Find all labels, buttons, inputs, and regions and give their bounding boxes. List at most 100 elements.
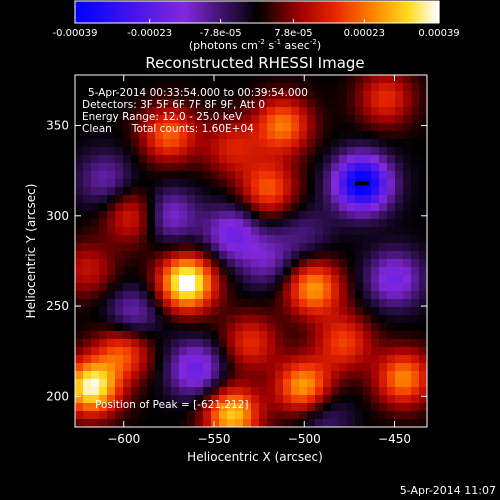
- heatmap-cell: [347, 283, 356, 292]
- heatmap-cell: [115, 123, 124, 132]
- heatmap-cell: [147, 331, 156, 340]
- heatmap-cell: [115, 243, 124, 252]
- colorbar-cell: [190, 1, 194, 23]
- colorbar-cell: [351, 1, 355, 23]
- heatmap-cell: [379, 235, 388, 244]
- heatmap-cell: [307, 147, 316, 156]
- heatmap-cell: [315, 243, 324, 252]
- colorbar-cell: [423, 1, 428, 23]
- heatmap-cell: [123, 147, 132, 156]
- heatmap-cell: [411, 235, 420, 244]
- heatmap-cell: [99, 187, 108, 196]
- heatmap-cell: [387, 83, 396, 92]
- heatmap-cell: [267, 323, 276, 332]
- heatmap-cell: [83, 235, 92, 244]
- heatmap-cell: [315, 171, 324, 180]
- heatmap-cell: [275, 307, 284, 316]
- heatmap-cell: [123, 83, 132, 92]
- heatmap-cell: [123, 283, 132, 292]
- heatmap-cell: [195, 203, 204, 212]
- heatmap-cell: [387, 123, 396, 132]
- colorbar-cell: [169, 1, 173, 23]
- heatmap-cell: [155, 419, 164, 428]
- heatmap-cell: [235, 171, 244, 180]
- heatmap-cell: [243, 91, 252, 100]
- heatmap-cell: [363, 107, 372, 116]
- heatmap-cell: [323, 115, 332, 124]
- heatmap-cell: [267, 387, 276, 396]
- heatmap-cell: [387, 155, 396, 164]
- colorbar-cell: [414, 1, 419, 23]
- heatmap-cell: [235, 267, 244, 276]
- heatmap-cell: [363, 259, 372, 268]
- heatmap-cell: [171, 267, 180, 276]
- heatmap-cell: [139, 363, 148, 372]
- heatmap-cell: [107, 203, 116, 212]
- heatmap-cell: [163, 179, 172, 188]
- heatmap-cell: [171, 291, 180, 300]
- heatmap-cell: [163, 267, 172, 276]
- heatmap-cell: [387, 163, 396, 172]
- heatmap-cell: [155, 211, 164, 220]
- heatmap-cell: [219, 243, 228, 252]
- heatmap-cell: [299, 219, 308, 228]
- heatmap-cell: [139, 259, 148, 268]
- heatmap-cell: [235, 347, 244, 356]
- heatmap-cell: [171, 163, 180, 172]
- heatmap-cell: [179, 267, 188, 276]
- heatmap-cell: [203, 347, 212, 356]
- heatmap-cell: [363, 347, 372, 356]
- heatmap-cell: [187, 347, 196, 356]
- heatmap-cell: [403, 355, 412, 364]
- heatmap-cell: [123, 259, 132, 268]
- heatmap-cell: [379, 347, 388, 356]
- heatmap-cell: [179, 323, 188, 332]
- heatmap-cell: [379, 211, 388, 220]
- heatmap-cell: [275, 323, 284, 332]
- heatmap-cell: [387, 147, 396, 156]
- heatmap-cell: [179, 171, 188, 180]
- heatmap-cell: [147, 355, 156, 364]
- heatmap-cell: [227, 83, 236, 92]
- heatmap-cell: [411, 211, 420, 220]
- heatmap-cell: [259, 299, 268, 308]
- heatmap-cell: [419, 187, 428, 196]
- heatmap-cell: [371, 115, 380, 124]
- heatmap-cell: [163, 291, 172, 300]
- heatmap-cell: [139, 211, 148, 220]
- heatmap-cell: [91, 299, 100, 308]
- heatmap-cell: [291, 259, 300, 268]
- heatmap-cell: [123, 371, 132, 380]
- colorbar-cell: [159, 1, 164, 23]
- heatmap-cell: [259, 235, 268, 244]
- heatmap-cell: [179, 115, 188, 124]
- heatmap-cell: [411, 171, 420, 180]
- heatmap-cell: [331, 331, 340, 340]
- heatmap-cell: [371, 243, 380, 252]
- heatmap-cell: [291, 139, 300, 148]
- heatmap-cell: [107, 379, 116, 388]
- heatmap-cell: [331, 363, 340, 372]
- minimum-marker: [355, 181, 370, 186]
- heatmap-cell: [155, 347, 164, 356]
- heatmap-cell: [91, 331, 100, 340]
- heatmap-cell: [267, 379, 276, 388]
- heatmap-cell: [107, 75, 116, 84]
- heatmap-cell: [355, 123, 364, 132]
- heatmap-cell: [163, 363, 172, 372]
- heatmap-cell: [171, 123, 180, 132]
- heatmap-cell: [211, 243, 220, 252]
- heatmap-cell: [259, 275, 268, 284]
- heatmap-cell: [203, 283, 212, 292]
- heatmap-cell: [195, 147, 204, 156]
- heatmap-cell: [107, 331, 116, 340]
- heatmap-cell: [131, 211, 140, 220]
- heatmap-cell: [339, 299, 348, 308]
- heatmap-cell: [267, 171, 276, 180]
- heatmap-cell: [259, 419, 268, 428]
- heatmap-cell: [227, 203, 236, 212]
- heatmap-cell: [371, 123, 380, 132]
- heatmap-cell: [235, 163, 244, 172]
- heatmap-cell: [331, 163, 340, 172]
- heatmap-cell: [171, 75, 180, 84]
